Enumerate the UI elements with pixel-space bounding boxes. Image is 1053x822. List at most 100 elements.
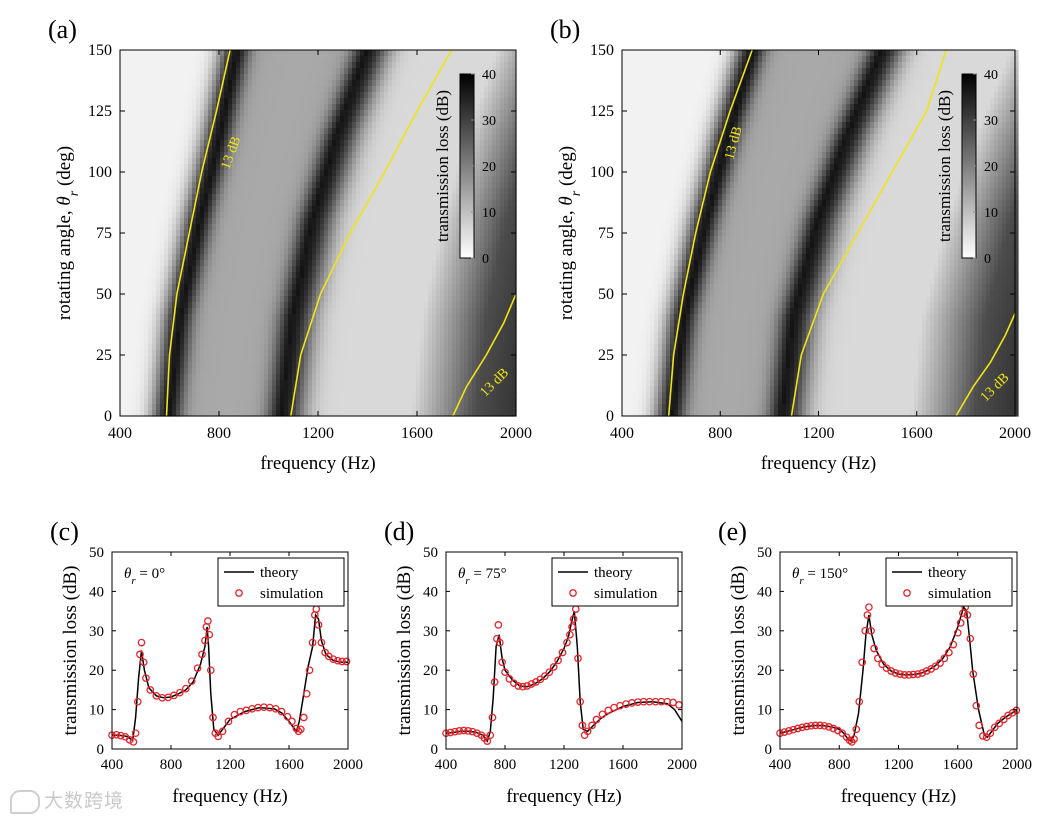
heatmap-cell — [388, 290, 393, 297]
heatmap-cell — [324, 176, 329, 183]
heatmap-cell — [160, 104, 165, 111]
heatmap-cell — [148, 338, 153, 345]
heatmap-cell — [396, 326, 401, 333]
heatmap-cell — [320, 308, 325, 315]
heatmap-cell — [260, 284, 265, 291]
heatmap-cell — [344, 272, 349, 279]
heatmap-cell — [184, 290, 189, 297]
heatmap-cell — [276, 206, 281, 213]
heatmap-cell — [284, 308, 289, 315]
heatmap-cell — [132, 296, 137, 303]
heatmap-cell — [352, 260, 357, 267]
heatmap-cell — [140, 296, 145, 303]
heatmap-cell — [476, 278, 481, 285]
heatmap-cell — [376, 302, 381, 309]
heatmap-cell — [300, 170, 305, 177]
heatmap-cell — [184, 170, 189, 177]
heatmap-cell — [156, 284, 161, 291]
heatmap-cell — [432, 56, 437, 63]
heatmap-cell — [308, 92, 313, 99]
heatmap-cell — [456, 284, 461, 291]
heatmap-cell — [180, 194, 185, 201]
heatmap-cell — [396, 110, 401, 117]
heatmap-cell — [128, 164, 133, 171]
heatmap-cell — [136, 170, 141, 177]
heatmap-cell — [232, 320, 237, 327]
heatmap-cell — [208, 170, 213, 177]
heatmap-cell — [484, 92, 489, 99]
heatmap-cell — [340, 110, 345, 117]
heatmap-cell — [484, 56, 489, 63]
heatmap-cell — [308, 236, 313, 243]
heatmap-cell — [460, 272, 465, 279]
heatmap-cell — [256, 284, 261, 291]
heatmap-cell — [288, 182, 293, 189]
heatmap-cell — [148, 98, 153, 105]
heatmap-cell — [500, 200, 505, 207]
heatmap-cell — [344, 62, 349, 69]
heatmap-cell — [172, 206, 177, 213]
heatmap-cell — [248, 236, 253, 243]
heatmap-cell — [128, 272, 133, 279]
heatmap-cell — [216, 92, 221, 99]
heatmap-cell — [276, 80, 281, 87]
heatmap-cell — [216, 212, 221, 219]
heatmap-cell — [148, 308, 153, 315]
heatmap-cell — [496, 290, 501, 297]
heatmap-cell — [484, 326, 489, 333]
heatmap-cell — [176, 80, 181, 87]
heatmap-cell — [128, 302, 133, 309]
heatmap-cell — [344, 116, 349, 123]
heatmap-cell — [484, 308, 489, 315]
heatmap-cell — [232, 104, 237, 111]
heatmap-cell — [144, 62, 149, 69]
heatmap-cell — [412, 74, 417, 81]
heatmap-cell — [436, 98, 441, 105]
heatmap-cell — [496, 200, 501, 207]
heatmap-cell — [360, 122, 365, 129]
heatmap-cell — [232, 212, 237, 219]
heatmap-cell — [156, 68, 161, 75]
heatmap-cell — [364, 62, 369, 69]
heatmap-cell — [228, 92, 233, 99]
heatmap-cell — [144, 314, 149, 321]
heatmap-cell — [200, 188, 205, 195]
heatmap-cell — [492, 242, 497, 249]
heatmap-cell — [276, 314, 281, 321]
heatmap-cell — [504, 218, 509, 225]
heatmap-cell — [132, 62, 137, 69]
heatmap-cell — [208, 122, 213, 129]
heatmap-cell — [240, 266, 245, 273]
heatmap-cell — [424, 122, 429, 129]
heatmap-cell — [180, 290, 185, 297]
heatmap-cell — [176, 218, 181, 225]
heatmap-cell — [200, 146, 205, 153]
heatmap-cell — [316, 332, 321, 339]
heatmap-cell — [320, 236, 325, 243]
heatmap-cell — [224, 158, 229, 165]
heatmap-cell — [392, 98, 397, 105]
heatmap-cell — [140, 62, 145, 69]
heatmap-cell — [220, 350, 225, 357]
heatmap-cell — [208, 230, 213, 237]
heatmap-cell — [160, 116, 165, 123]
heatmap-cell — [268, 170, 273, 177]
heatmap-cell — [120, 296, 125, 303]
heatmap-cell — [384, 116, 389, 123]
heatmap-cell — [420, 224, 425, 231]
heatmap-cell — [372, 308, 377, 315]
heatmap-cell — [260, 200, 265, 207]
heatmap-cell — [308, 248, 313, 255]
heatmap-cell — [140, 272, 145, 279]
heatmap-cell — [348, 74, 353, 81]
heatmap-cell — [140, 104, 145, 111]
heatmap-cell — [444, 134, 449, 141]
heatmap-cell — [412, 284, 417, 291]
heatmap-cell — [144, 308, 149, 315]
heatmap-cell — [144, 254, 149, 261]
heatmap-cell — [288, 194, 293, 201]
heatmap-cell — [504, 200, 509, 207]
heatmap-cell — [512, 302, 517, 309]
heatmap-cell — [332, 278, 337, 285]
heatmap-cell — [200, 350, 205, 357]
